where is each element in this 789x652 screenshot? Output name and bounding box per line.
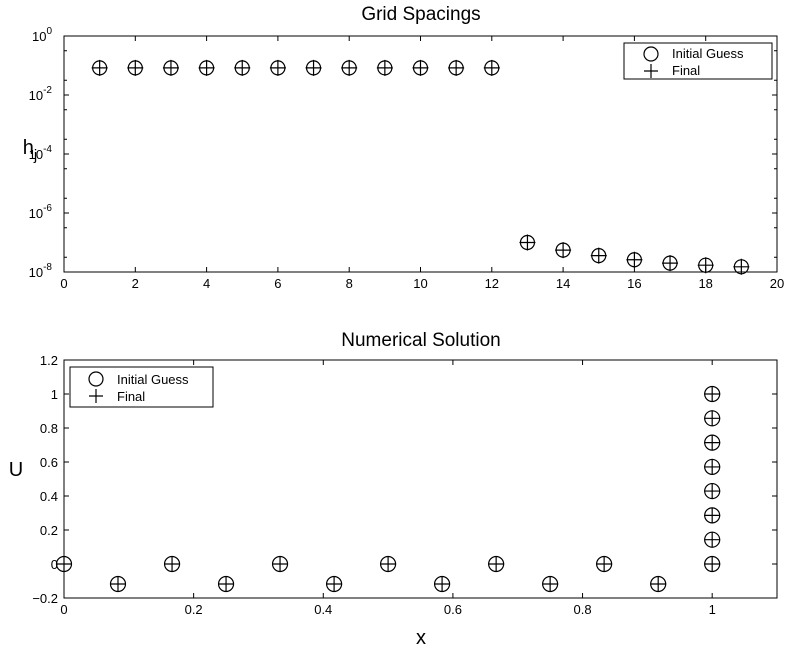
data-point-plus: [448, 59, 465, 76]
y-tick-label: 0: [51, 557, 58, 572]
x-tick-label: 0: [60, 276, 67, 291]
y-axis-label: U: [9, 459, 23, 481]
x-tick-label: 0.4: [314, 602, 332, 617]
x-tick-label: 0.2: [185, 602, 203, 617]
data-point-plus: [519, 234, 536, 251]
y-axis-label-subscript: j: [33, 147, 37, 164]
data-point-plus: [91, 59, 108, 76]
data-point-plus: [164, 556, 181, 572]
y-tick-label: 10-2: [29, 85, 53, 103]
data-point-plus: [596, 556, 613, 572]
x-tick-label: 10: [413, 276, 427, 291]
legend-label-final: Final: [117, 389, 145, 404]
grid-spacings-chart: Grid Spacings 0 2 4 6 8 10 12 14 16 18 20 10010-21…: [23, 4, 784, 291]
markers: [91, 59, 750, 275]
plot-frame: [63, 359, 778, 599]
data-point-plus: [198, 59, 215, 76]
data-point-plus: [412, 59, 429, 76]
y-axis-label-main: h: [23, 137, 34, 159]
data-point-plus: [56, 556, 72, 572]
data-point-plus: [542, 576, 559, 593]
legend-box: [69, 366, 214, 408]
data-point-plus: [305, 59, 322, 76]
x-tick-label: 2: [132, 276, 139, 291]
data-point-plus: [704, 386, 721, 402]
data-point-plus: [704, 507, 721, 524]
y-tick-label: 0.8: [40, 421, 58, 436]
data-point-plus: [272, 556, 289, 572]
y-tick-label: 100: [32, 26, 52, 44]
chart-title: Grid Spacings: [361, 4, 480, 25]
chart-title: Numerical Solution: [341, 330, 500, 351]
data-point-plus: [234, 59, 251, 76]
x-tick-label: 1: [709, 602, 716, 617]
data-point-plus: [704, 556, 721, 572]
y-tick-label: 0.2: [40, 523, 58, 538]
x-axis: 0 2 4 6 8 10 12 14 16 18 20: [60, 36, 784, 291]
markers: [55, 385, 721, 593]
x-axis: 0 0.2 0.4 0.6 0.8 1: [60, 360, 716, 617]
data-point-plus: [127, 59, 144, 76]
data-point-plus: [218, 576, 235, 593]
data-point-plus: [326, 576, 343, 593]
legend-circle-marker: [88, 371, 104, 387]
data-point-plus: [704, 531, 721, 548]
data-point-plus: [733, 258, 750, 275]
y-tick-label: 10-8: [29, 262, 53, 280]
data-point-plus: [376, 59, 393, 76]
legend-circle-marker: [643, 46, 659, 62]
data-point-plus: [662, 255, 679, 272]
y-tick-label: 1: [51, 387, 58, 402]
x-tick-label: 16: [627, 276, 641, 291]
legend-label-initial-guess: Initial Guess: [117, 372, 189, 387]
y-tick-label: 1.2: [40, 353, 58, 368]
data-point-plus: [109, 576, 126, 593]
data-point-plus: [162, 59, 179, 76]
data-point-plus: [341, 59, 358, 76]
x-axis-label: x: [416, 627, 426, 649]
data-point-plus: [483, 59, 500, 76]
data-point-plus: [704, 410, 721, 427]
legend-label-final: Final: [672, 63, 700, 78]
x-tick-label: 0.8: [574, 602, 592, 617]
y-tick-label: 0.4: [40, 489, 58, 504]
x-tick-label: 18: [698, 276, 712, 291]
data-point-plus: [488, 556, 505, 572]
legend-label-initial-guess: Initial Guess: [672, 46, 744, 61]
data-point-plus: [434, 576, 451, 593]
legend: Initial Guess Final: [623, 42, 773, 80]
data-point-plus: [650, 576, 667, 593]
data-point-plus: [697, 257, 714, 274]
y-axis: −0.2 0 0.2 0.4 0.6 0.8 1 1.2: [32, 353, 777, 606]
x-tick-label: 0.6: [444, 602, 462, 617]
legend-plus-marker: [644, 64, 658, 78]
x-tick-label: 14: [556, 276, 570, 291]
data-point-plus: [704, 458, 721, 475]
y-tick-label: 10-4: [29, 144, 53, 162]
data-point-plus: [269, 59, 286, 76]
y-tick-label: 0.6: [40, 455, 58, 470]
x-tick-label: 8: [346, 276, 353, 291]
y-axis-label: hj: [23, 137, 37, 164]
y-tick-label: −0.2: [32, 591, 58, 606]
x-tick-label: 0: [60, 602, 67, 617]
data-point-plus: [626, 251, 643, 268]
data-point-plus: [555, 242, 572, 259]
x-tick-label: 4: [203, 276, 210, 291]
data-point-plus: [704, 483, 721, 500]
x-tick-label: 12: [485, 276, 499, 291]
numerical-solution-chart: Numerical Solution 0 0.2 0.4 0.6 0.8 1 −0.200…: [9, 330, 778, 649]
data-point-plus: [380, 556, 397, 572]
legend-plus-marker: [89, 389, 103, 403]
x-tick-label: 6: [274, 276, 281, 291]
legend: Initial Guess Final: [69, 366, 214, 408]
x-tick-label: 20: [770, 276, 784, 291]
data-point-plus: [590, 247, 607, 264]
y-tick-label: 10-6: [29, 203, 53, 221]
y-axis: 100 10-2 10-4 10-6 10-8: [29, 26, 777, 280]
data-point-plus: [704, 434, 721, 451]
